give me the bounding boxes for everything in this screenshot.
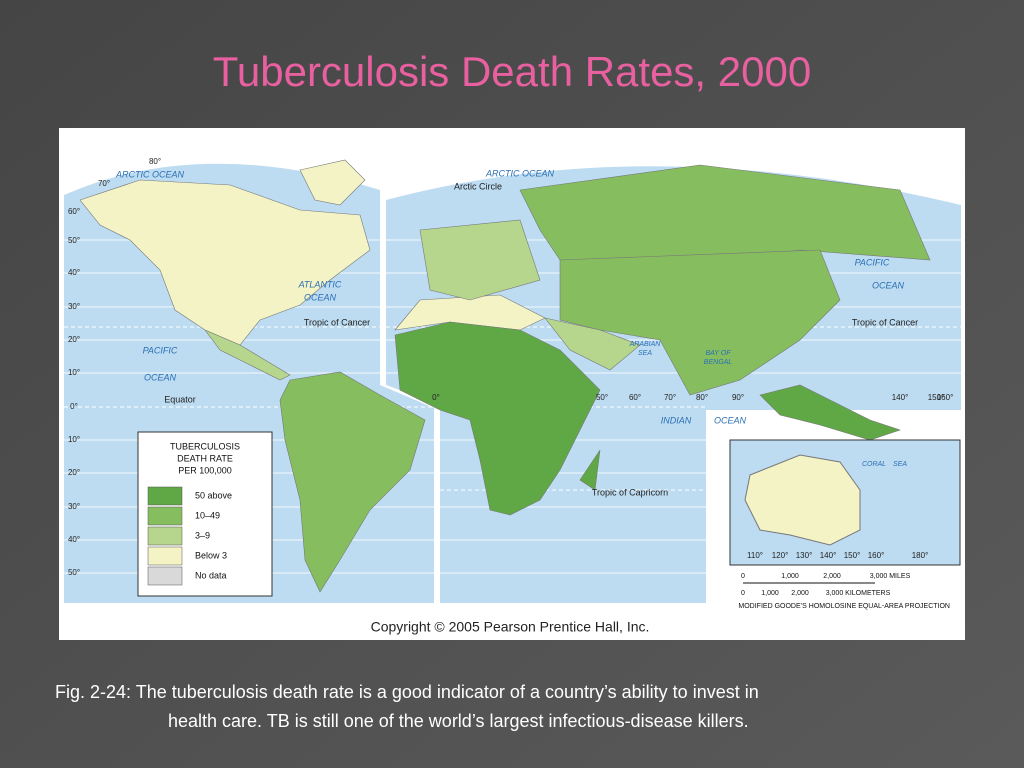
longitude-label: 140° (892, 393, 909, 402)
line-label: Tropic of Cancer (304, 317, 370, 327)
latitude-label: 70° (98, 179, 110, 188)
latitude-label: 20° (68, 335, 80, 344)
copyright: Copyright © 2005 Pearson Prentice Hall, … (371, 619, 650, 635)
latitude-label: 10° (68, 435, 80, 444)
legend-label: Below 3 (195, 550, 227, 560)
ocean-label: OCEAN (872, 280, 905, 290)
line-labels: Arctic Circle Tropic of Cancer Equator T… (164, 181, 918, 497)
ocean-label: ARCTIC OCEAN (485, 168, 555, 178)
land (744, 454, 861, 546)
ocean-label: OCEAN (144, 372, 177, 382)
longitude-label: 160° (868, 551, 885, 560)
legend-label: 50 above (195, 490, 232, 500)
latitude-label: 40° (68, 535, 80, 544)
legend-title: TUBERCULOSIS (170, 441, 240, 451)
ocean-label: OCEAN (304, 292, 337, 302)
legend-swatch (147, 486, 183, 506)
ocean-label: ARCTIC OCEAN (115, 169, 185, 179)
ocean-label: OCEAN (714, 415, 747, 425)
legend-title: PER 100,000 (178, 465, 232, 475)
legend-swatch (147, 566, 183, 586)
line-label: Tropic of Capricorn (592, 487, 668, 497)
ocean-label: BAY OF (705, 350, 731, 357)
slide-title: Tuberculosis Death Rates, 2000 (213, 48, 811, 95)
longitude-label: 80° (696, 393, 708, 402)
scale-label: 2,000 (823, 573, 841, 580)
land (79, 159, 931, 593)
scale-label: 1,000 (781, 573, 799, 580)
ocean-label: ATLANTIC (298, 279, 342, 289)
ocean-label: INDIAN (661, 415, 692, 425)
projection: MODIFIED GOODE’S HOMOLOSINE EQUAL-AREA P… (738, 603, 950, 610)
legend-swatch (147, 526, 183, 546)
ocean-label: SEA (638, 350, 652, 357)
legend-label: 10–49 (195, 510, 220, 520)
ocean-label: BENGAL (704, 359, 733, 366)
latitude-label: 60° (68, 207, 80, 216)
longitude-label: 180° (912, 551, 929, 560)
scale-label: 3,000 MILES (870, 573, 911, 580)
scale-label: 2,000 (791, 590, 809, 597)
line-label: Tropic of Cancer (852, 317, 918, 327)
scale-label: 0 (741, 573, 745, 580)
caption-line: health care. TB is still one of the worl… (168, 711, 749, 731)
legend-label: No data (195, 570, 227, 580)
latitude-label: 80° (149, 157, 161, 166)
latitude-label: 30° (68, 502, 80, 511)
scale-label: 0 (741, 590, 745, 597)
latitude-label: 50° (68, 236, 80, 245)
longitude-label: 70° (664, 393, 676, 402)
latitude-label: 30° (68, 302, 80, 311)
legend-label: 3–9 (195, 530, 210, 540)
line-label: Arctic Circle (454, 181, 502, 191)
latitude-label: 40° (68, 268, 80, 277)
legend-title: DEATH RATE (177, 453, 233, 463)
longitude-label: 110° (747, 551, 763, 560)
longitude-label: 120° (772, 551, 789, 560)
longitude-label: 160° (937, 393, 954, 402)
latitude-labels: 80° 70° 60° 50° 40° 30° 20° 10° 0° 10° 20° 30° 40° 50… (68, 157, 161, 577)
ocean-label: CORAL (862, 461, 886, 468)
longitude-label: 50° (596, 393, 608, 402)
longitude-label: 0° (432, 393, 440, 402)
scale-bar: 0 1,000 2,000 3,000 MILES 0 1,000 2,000 … (738, 573, 950, 610)
ocean-label: PACIFIC (143, 345, 178, 355)
legend: TUBERCULOSIS DEATH RATE PER 100,000 50 abov… (147, 441, 240, 586)
legend-swatch (147, 546, 183, 566)
ocean-label: PACIFIC (855, 257, 890, 267)
legend-swatch (147, 506, 183, 526)
ocean-label: SEA (893, 461, 907, 468)
scale-label: 3,000 KILOMETERS (826, 590, 891, 597)
latitude-label: 50° (68, 568, 80, 577)
latitude-label: 0° (70, 402, 78, 411)
map: ARCTIC OCEAN ARCTIC OCEAN ATLANTIC OCEAN… (64, 157, 961, 610)
scale-label: 1,000 (761, 590, 779, 597)
longitude-label: 90° (732, 393, 744, 402)
longitude-label: 140° (820, 551, 837, 560)
caption-line: Fig. 2-24: The tuberculosis death rate i… (55, 682, 759, 702)
longitude-label: 150° (928, 393, 945, 402)
longitude-label: 150° (844, 551, 861, 560)
line-label: Equator (164, 394, 196, 404)
ocean-label: ARABIAN (629, 341, 662, 348)
latitude-label: 20° (68, 468, 80, 477)
longitude-label: 60° (629, 393, 641, 402)
ocean-labels: ARCTIC OCEAN ARCTIC OCEAN ATLANTIC OCEAN… (115, 168, 907, 467)
longitude-labels: 0° 50° 60° 70° 80° 90° 140° 150°160°110° 120° 130… (432, 393, 953, 560)
longitude-label: 130° (796, 551, 813, 560)
latitude-label: 10° (68, 368, 80, 377)
